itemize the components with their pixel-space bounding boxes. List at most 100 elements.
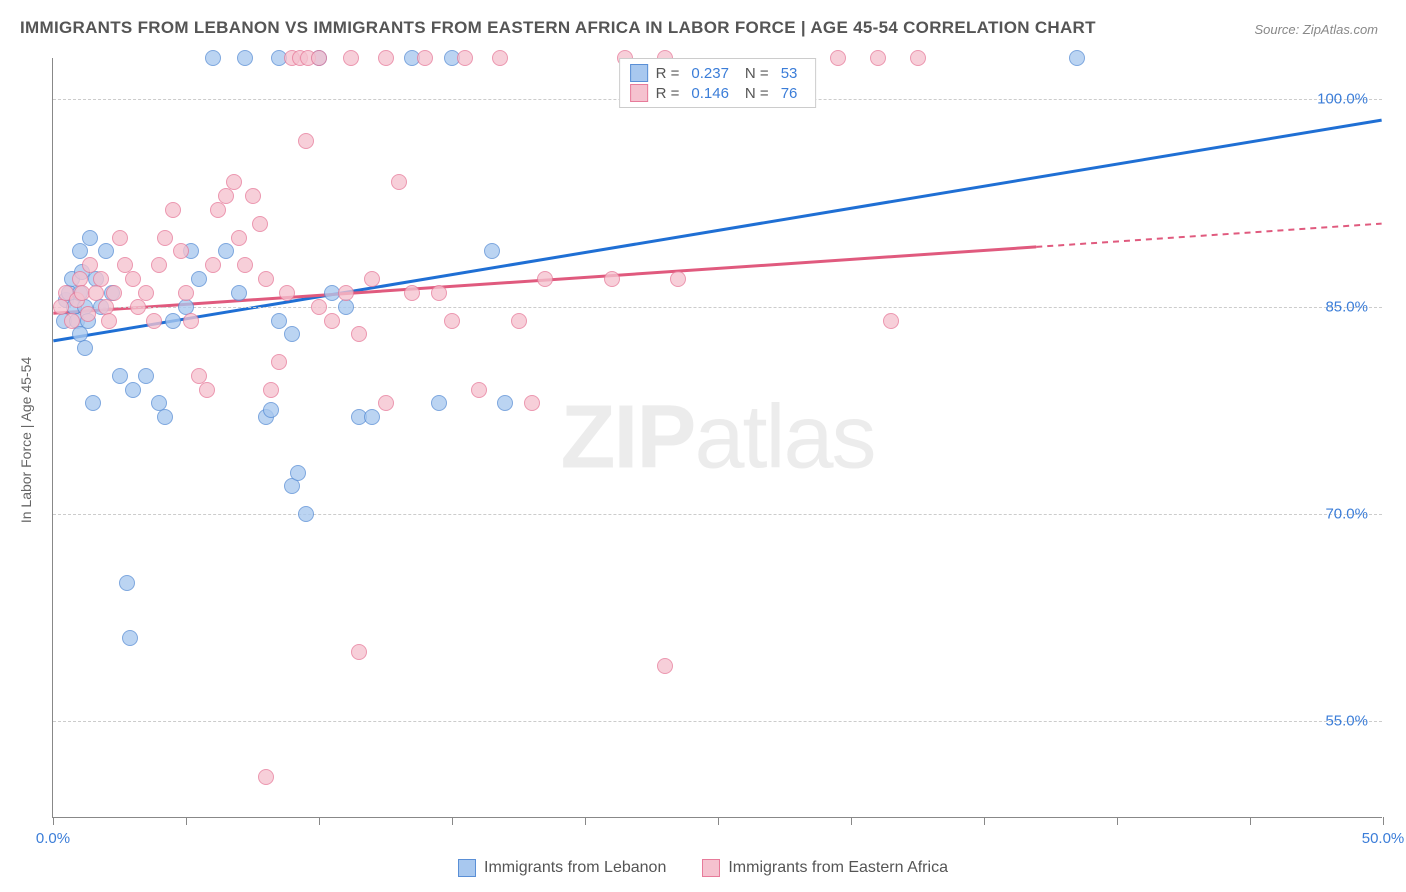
legend-n-label: N = [745,85,769,102]
scatter-point-eastern_africa [151,257,167,273]
scatter-point-lebanon [231,285,247,301]
scatter-point-eastern_africa [417,50,433,66]
scatter-point-eastern_africa [205,257,221,273]
scatter-point-eastern_africa [165,202,181,218]
scatter-point-lebanon [138,368,154,384]
scatter-point-lebanon [77,340,93,356]
scatter-point-lebanon [263,402,279,418]
scatter-point-eastern_africa [106,285,122,301]
scatter-point-lebanon [191,271,207,287]
legend-n-label: N = [745,65,769,82]
gridline-horizontal [53,514,1382,515]
x-tick-label: 0.0% [36,830,70,847]
scatter-point-eastern_africa [231,230,247,246]
scatter-point-lebanon [1069,50,1085,66]
scatter-point-eastern_africa [271,354,287,370]
watermark-bold: ZIP [560,387,694,487]
x-tick [1383,817,1384,825]
scatter-point-eastern_africa [311,299,327,315]
trend-line-lebanon [53,120,1381,341]
scatter-point-eastern_africa [657,658,673,674]
scatter-point-eastern_africa [524,395,540,411]
legend-r-label: R = [656,85,680,102]
scatter-point-lebanon [237,50,253,66]
gridline-horizontal [53,307,1382,308]
x-tick [319,817,320,825]
legend-swatch [458,859,476,877]
legend-swatch [702,859,720,877]
x-tick-label: 50.0% [1362,830,1405,847]
scatter-point-eastern_africa [80,306,96,322]
watermark-light: atlas [694,387,874,487]
x-tick [718,817,719,825]
scatter-point-eastern_africa [199,382,215,398]
scatter-point-lebanon [165,313,181,329]
y-tick-label: 70.0% [1325,506,1368,523]
legend-row-lebanon: R =0.237N =53 [630,63,806,83]
scatter-point-lebanon [122,630,138,646]
scatter-point-eastern_africa [138,285,154,301]
scatter-point-eastern_africa [252,216,268,232]
scatter-point-lebanon [431,395,447,411]
scatter-point-eastern_africa [338,285,354,301]
legend-item: Immigrants from Lebanon [458,859,666,877]
scatter-point-eastern_africa [146,313,162,329]
series-legend: Immigrants from Lebanon Immigrants from E… [0,859,1406,882]
scatter-point-eastern_africa [537,271,553,287]
scatter-point-eastern_africa [471,382,487,398]
trend-line-dashed-eastern_africa [1036,224,1381,247]
x-tick [1117,817,1118,825]
scatter-point-eastern_africa [378,50,394,66]
scatter-point-eastern_africa [883,313,899,329]
scatter-point-eastern_africa [237,257,253,273]
scatter-point-eastern_africa [183,313,199,329]
scatter-point-eastern_africa [343,50,359,66]
legend-label: Immigrants from Lebanon [484,859,666,877]
scatter-point-eastern_africa [298,133,314,149]
scatter-point-lebanon [290,465,306,481]
scatter-point-eastern_africa [226,174,242,190]
plot-area: ZIPatlas R =0.237N =53R =0.146N =76 55.0… [52,58,1382,818]
scatter-point-eastern_africa [830,50,846,66]
scatter-point-eastern_africa [457,50,473,66]
scatter-point-eastern_africa [64,313,80,329]
scatter-point-eastern_africa [263,382,279,398]
scatter-point-eastern_africa [351,644,367,660]
scatter-point-eastern_africa [351,326,367,342]
scatter-point-lebanon [205,50,221,66]
scatter-point-eastern_africa [218,188,234,204]
scatter-point-lebanon [284,478,300,494]
legend-n-value: 53 [777,65,806,82]
scatter-point-lebanon [364,409,380,425]
scatter-point-lebanon [338,299,354,315]
trend-lines-svg [53,58,1382,817]
legend-swatch [630,64,648,82]
scatter-point-eastern_africa [404,285,420,301]
y-axis-title: In Labor Force | Age 45-54 [18,357,34,523]
scatter-point-lebanon [82,230,98,246]
y-tick-label: 100.0% [1317,91,1368,108]
scatter-point-lebanon [112,368,128,384]
scatter-point-eastern_africa [364,271,380,287]
scatter-point-eastern_africa [157,230,173,246]
scatter-point-eastern_africa [324,313,340,329]
legend-swatch [630,84,648,102]
scatter-point-lebanon [271,313,287,329]
x-tick [851,817,852,825]
scatter-point-eastern_africa [93,271,109,287]
scatter-point-eastern_africa [258,271,274,287]
scatter-point-lebanon [72,243,88,259]
legend-item: Immigrants from Eastern Africa [702,859,948,877]
chart-title: IMMIGRANTS FROM LEBANON VS IMMIGRANTS FR… [20,18,1096,38]
scatter-point-eastern_africa [101,313,117,329]
scatter-point-lebanon [298,506,314,522]
x-tick [585,817,586,825]
scatter-point-lebanon [218,243,234,259]
scatter-point-lebanon [497,395,513,411]
scatter-point-eastern_africa [670,271,686,287]
y-tick-label: 85.0% [1325,298,1368,315]
scatter-point-lebanon [119,575,135,591]
scatter-point-eastern_africa [870,50,886,66]
x-tick [53,817,54,825]
scatter-point-eastern_africa [210,202,226,218]
